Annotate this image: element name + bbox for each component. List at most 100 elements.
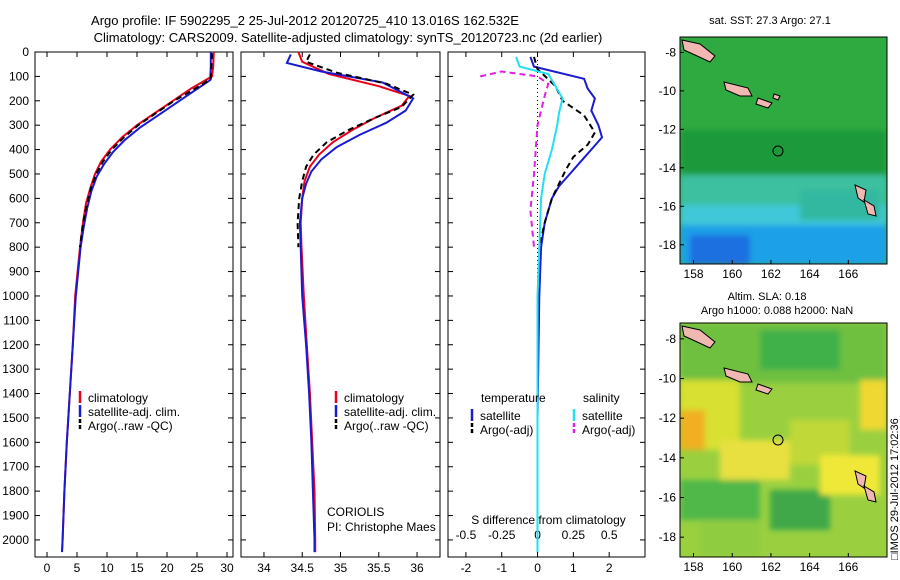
map-y-tick-label: -10 (659, 372, 677, 386)
temperature-profile-xlabel: temperature (deg C) (70, 578, 178, 580)
salinity-profile-xlabel: salinity (322, 578, 359, 580)
x-tick-label: 1 (570, 561, 577, 575)
map-y-tick-label: -18 (659, 530, 677, 544)
legend-label: Argo(-adj) (582, 423, 635, 437)
y-tick-label: 1500 (2, 411, 29, 425)
legend-label: satellite (582, 409, 623, 423)
x-tick-label: 20 (160, 561, 174, 575)
sst-map-title: sat. SST: 27.3 Argo: 27.1 (709, 15, 831, 27)
map-y-tick-label: -12 (659, 411, 677, 425)
x-tick-label: 0 (534, 561, 541, 575)
x2-tick-label: 0.5 (601, 528, 618, 542)
y-tick-label: 1600 (2, 435, 29, 449)
y-tick-label: 1800 (2, 484, 29, 498)
legend-label: Argo(..raw -QC) (88, 419, 173, 433)
map-x-tick-label: 166 (838, 267, 858, 281)
x-tick-label: 36 (410, 561, 424, 575)
map-x-tick-label: 164 (800, 267, 820, 281)
sla-map-field (680, 323, 887, 557)
y-tick-label: 100 (9, 69, 29, 83)
legend-label: climatology (344, 391, 404, 405)
y-tick-label: 600 (9, 191, 29, 205)
y-tick-label: 400 (9, 143, 29, 157)
legend-label: satellite-adj. clim. (344, 405, 436, 419)
series-line (533, 56, 597, 248)
legend-label: climatology (88, 391, 148, 405)
x-tick-label: 5 (74, 561, 81, 575)
x-tick-label: 34.5 (291, 561, 315, 575)
map-y-tick-label: -10 (659, 84, 677, 98)
temperature-panel: 0 5 10 15 20 25 300100200300400500600700800900… (2, 45, 234, 580)
map-x-tick-label: 158 (684, 267, 704, 281)
sst-map-land (681, 39, 877, 217)
legend-label: satellite-adj. clim. (88, 405, 180, 419)
x-tick-label: 30 (220, 561, 234, 575)
x-tick-label: -1 (496, 561, 507, 575)
series-line (79, 53, 213, 248)
map-y-tick-label: -16 (659, 199, 677, 213)
imos-footer: □IMOS 29-Jul-2012 17:02:36 (889, 418, 900, 560)
sla-map-panel: Altim. SLA: 0.18 Argo h1000: 0.088 h2000… (659, 291, 888, 574)
y-tick-label: 0 (22, 45, 29, 59)
legend-header-salinity: salinity (583, 391, 620, 405)
x-tick-label: 10 (100, 561, 114, 575)
x-tick-label: 0 (44, 561, 51, 575)
series-line (285, 53, 415, 553)
figure-title-line1: Argo profile: IF 5902295_2 25-Jul-2012 2… (91, 13, 519, 28)
y-tick-label: 1300 (2, 362, 29, 376)
x2-tick-label: 0.25 (562, 528, 586, 542)
difference-s-xlabel: S difference from climatology (471, 513, 626, 527)
y-tick-label: 300 (9, 118, 29, 132)
difference-panel: -2 -1 0 1 2 T difference from climatology S di… (447, 51, 646, 580)
map-x-tick-label: 166 (838, 560, 858, 574)
annotation-coriolis: CORIOLIS (327, 505, 384, 519)
x-tick-label: 15 (130, 561, 144, 575)
map-x-tick-label: 162 (761, 560, 781, 574)
y-tick-label: 2000 (2, 533, 29, 547)
map-x-tick-label: 160 (722, 560, 742, 574)
y-tick-label: 1700 (2, 460, 29, 474)
map-x-tick-label: 160 (722, 267, 742, 281)
map-x-tick-label: 162 (761, 267, 781, 281)
legend-label: Argo(..raw -QC) (344, 419, 429, 433)
y-tick-label: 1400 (2, 387, 29, 401)
temperature-profile-frame (34, 51, 234, 558)
legend-label: Argo(-adj) (480, 423, 533, 437)
series-line (61, 52, 212, 553)
map-y-tick-label: -8 (665, 45, 676, 59)
y-tick-label: 1200 (2, 338, 29, 352)
figure-title-line2: Climatology: CARS2009. Satellite-adjuste… (94, 30, 603, 45)
x-tick-label: 35.5 (367, 561, 391, 575)
x2-tick-label: -0.25 (488, 528, 516, 542)
x2-tick-label: -0.5 (456, 528, 477, 542)
sla-map-argo-marker (772, 434, 784, 446)
map-y-tick-label: -12 (659, 122, 677, 136)
x-tick-label: -2 (461, 561, 472, 575)
sla-map-land (681, 325, 877, 503)
y-tick-label: 700 (9, 216, 29, 230)
sst-map-field (680, 37, 887, 264)
y-tick-label: 800 (9, 240, 29, 254)
y-tick-label: 200 (9, 94, 29, 108)
x-tick-label: 35 (334, 561, 348, 575)
y-tick-label: 1000 (2, 289, 29, 303)
series-line (296, 53, 415, 248)
difference-t-xlabel: T difference from climatology (472, 578, 626, 580)
map-y-tick-label: -14 (659, 451, 677, 465)
map-x-tick-label: 158 (684, 560, 704, 574)
map-y-tick-label: -18 (659, 238, 677, 252)
map-x-tick-label: 164 (800, 560, 820, 574)
series-line (529, 56, 604, 553)
sla-map-title-line2: Argo h1000: 0.088 h2000: NaN (701, 305, 853, 317)
sla-map-title-line1: Altim. SLA: 0.18 (728, 291, 807, 303)
map-y-tick-label: -14 (659, 161, 677, 175)
y-tick-label: 1900 (2, 509, 29, 523)
y-tick-label: 1100 (3, 313, 29, 327)
x-tick-label: 25 (190, 561, 204, 575)
y-tick-label: 500 (9, 167, 29, 181)
legend-header-temperature: temperature (481, 391, 546, 405)
y-tick-label: 900 (9, 265, 29, 279)
x-tick-label: 34 (257, 561, 271, 575)
